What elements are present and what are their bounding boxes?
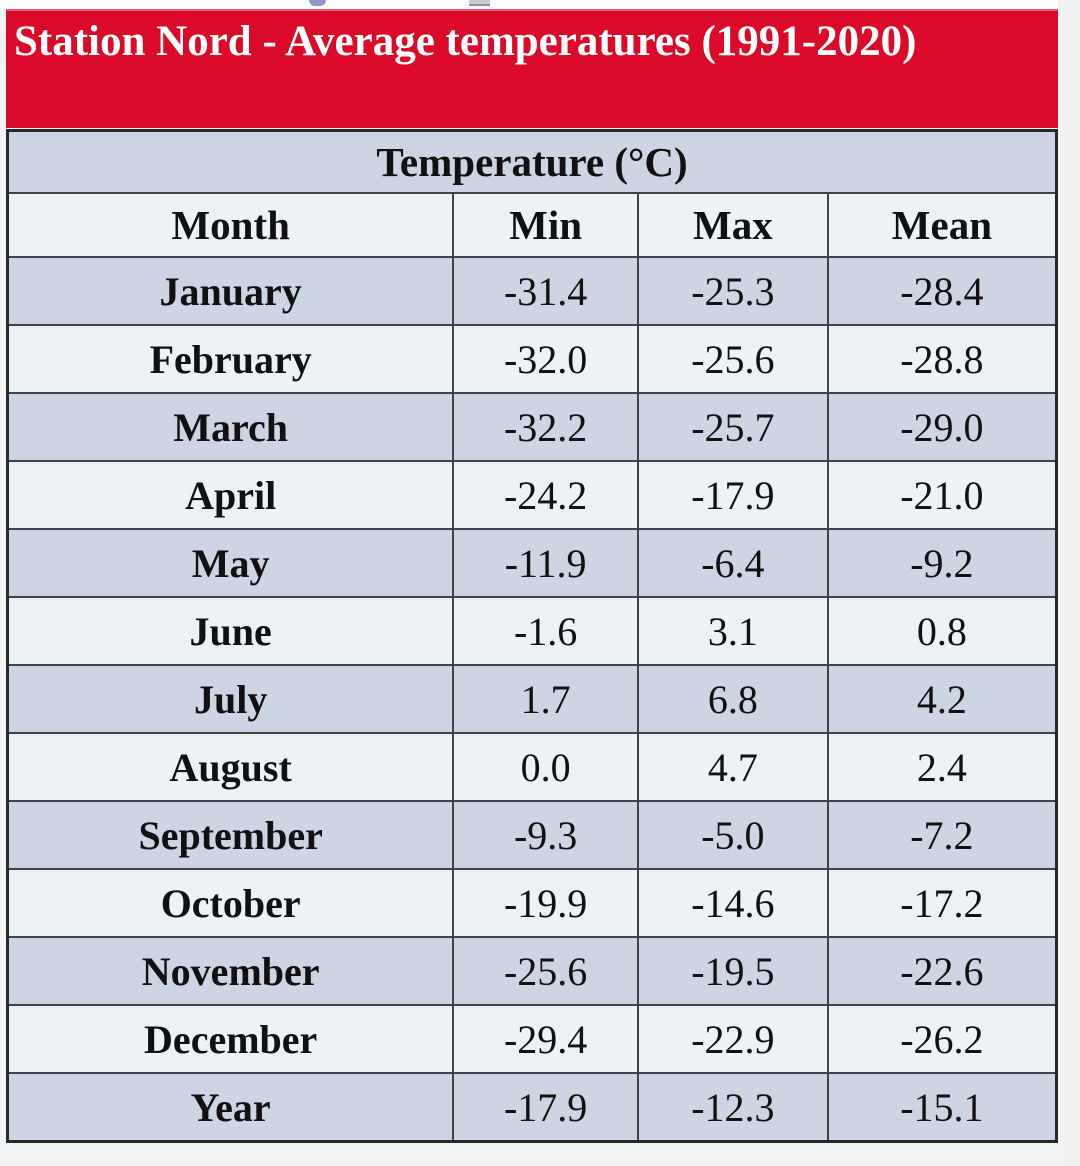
min-cell: -17.9 — [452, 1072, 639, 1143]
table-row: September -9.3 -5.0 -7.2 — [6, 800, 1058, 870]
column-header-month: Month — [6, 192, 455, 258]
max-cell: -25.7 — [636, 392, 829, 462]
table-title: Temperature (°C) — [6, 129, 1058, 194]
mean-cell: -21.0 — [826, 460, 1058, 530]
min-cell: 1.7 — [452, 664, 639, 734]
min-cell: -24.2 — [452, 460, 639, 530]
max-cell: -5.0 — [636, 800, 829, 870]
min-cell: -29.4 — [452, 1004, 639, 1074]
column-header-mean: Mean — [826, 192, 1058, 258]
table-row: June -1.6 3.1 0.8 — [6, 596, 1058, 666]
column-header-row: Month Min Max Mean — [6, 192, 1058, 258]
mean-cell: -17.2 — [826, 868, 1058, 938]
max-cell: -22.9 — [636, 1004, 829, 1074]
mean-cell: -26.2 — [826, 1004, 1058, 1074]
min-cell: -19.9 — [452, 868, 639, 938]
cropped-content-artifact — [469, 0, 490, 6]
min-cell: -1.6 — [452, 596, 639, 666]
month-cell: September — [6, 800, 455, 870]
month-cell: March — [6, 392, 455, 462]
mean-cell: -7.2 — [826, 800, 1058, 870]
table-row: July 1.7 6.8 4.2 — [6, 664, 1058, 734]
max-cell: -25.3 — [636, 256, 829, 326]
min-cell: -25.6 — [452, 936, 639, 1006]
cropped-right-strip — [1063, 0, 1080, 1166]
mean-cell: -9.2 — [826, 528, 1058, 598]
month-cell: October — [6, 868, 455, 938]
table-row: April -24.2 -17.9 -21.0 — [6, 460, 1058, 530]
mean-cell: -29.0 — [826, 392, 1058, 462]
mean-cell: -22.6 — [826, 936, 1058, 1006]
table-row: August 0.0 4.7 2.4 — [6, 732, 1058, 802]
month-cell: November — [6, 936, 455, 1006]
mean-cell: -28.8 — [826, 324, 1058, 394]
table-row: December -29.4 -22.9 -26.2 — [6, 1004, 1058, 1074]
max-cell: -6.4 — [636, 528, 829, 598]
table-row: January -31.4 -25.3 -28.4 — [6, 256, 1058, 326]
mean-cell: -15.1 — [826, 1072, 1058, 1143]
cropped-top-strip — [0, 0, 1058, 9]
month-cell: July — [6, 664, 455, 734]
month-cell: February — [6, 324, 455, 394]
mean-cell: 4.2 — [826, 664, 1058, 734]
month-cell: December — [6, 1004, 455, 1074]
max-cell: 3.1 — [636, 596, 829, 666]
climate-table: Temperature (°C) Month Min Max Mean Janu… — [6, 129, 1058, 1143]
month-cell: August — [6, 732, 455, 802]
max-cell: -25.6 — [636, 324, 829, 394]
max-cell: -19.5 — [636, 936, 829, 1006]
max-cell: 4.7 — [636, 732, 829, 802]
month-cell: Year — [6, 1072, 455, 1143]
table-row: February -32.0 -25.6 -28.8 — [6, 324, 1058, 394]
table-row: Year -17.9 -12.3 -15.1 — [6, 1072, 1058, 1143]
table-row: November -25.6 -19.5 -22.6 — [6, 936, 1058, 1006]
month-cell: May — [6, 528, 455, 598]
min-cell: 0.0 — [452, 732, 639, 802]
max-cell: -12.3 — [636, 1072, 829, 1143]
month-cell: January — [6, 256, 455, 326]
cropped-content-artifact — [309, 0, 326, 6]
min-cell: -9.3 — [452, 800, 639, 870]
min-cell: -31.4 — [452, 256, 639, 326]
mean-cell: 0.8 — [826, 596, 1058, 666]
table-title-row: Temperature (°C) — [6, 129, 1058, 194]
table-row: March -32.2 -25.7 -29.0 — [6, 392, 1058, 462]
table-row: October -19.9 -14.6 -17.2 — [6, 868, 1058, 938]
column-header-max: Max — [636, 192, 829, 258]
section-banner: Station Nord - Average temperatures (199… — [6, 9, 1058, 128]
mean-cell: -28.4 — [826, 256, 1058, 326]
month-cell: April — [6, 460, 455, 530]
max-cell: -14.6 — [636, 868, 829, 938]
min-cell: -11.9 — [452, 528, 639, 598]
min-cell: -32.0 — [452, 324, 639, 394]
section-title: Station Nord - Average temperatures (199… — [14, 18, 917, 65]
table-row: May -11.9 -6.4 -9.2 — [6, 528, 1058, 598]
content-area: Station Nord - Average temperatures (199… — [6, 9, 1058, 1143]
max-cell: -17.9 — [636, 460, 829, 530]
column-header-min: Min — [452, 192, 639, 258]
min-cell: -32.2 — [452, 392, 639, 462]
month-cell: June — [6, 596, 455, 666]
max-cell: 6.8 — [636, 664, 829, 734]
mean-cell: 2.4 — [826, 732, 1058, 802]
